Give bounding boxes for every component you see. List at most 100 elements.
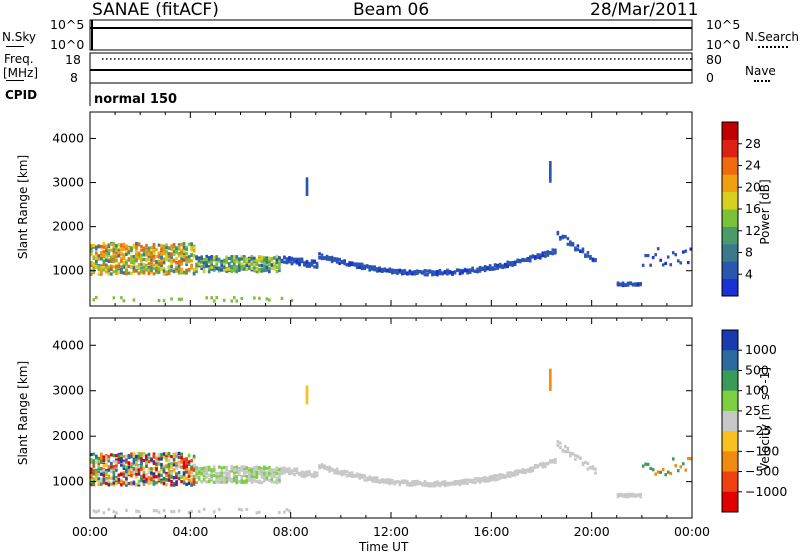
velocity-cell bbox=[473, 481, 477, 485]
power-cell bbox=[167, 258, 171, 263]
velocity-cell bbox=[147, 466, 151, 471]
velocity-cell bbox=[501, 473, 504, 477]
velocity-cell bbox=[142, 475, 146, 479]
velocity-cell bbox=[172, 459, 176, 464]
power-cell bbox=[473, 269, 477, 273]
power-cell bbox=[225, 259, 229, 263]
velocity-cell bbox=[569, 454, 572, 458]
velocity-cell bbox=[370, 476, 374, 480]
power-cell bbox=[207, 270, 211, 274]
velocity-cell bbox=[202, 471, 206, 476]
velocity-cell bbox=[263, 467, 266, 471]
power-cell bbox=[185, 260, 188, 264]
velocity-cell bbox=[270, 473, 274, 477]
power-cell bbox=[90, 261, 93, 265]
velocity-cell bbox=[631, 492, 635, 496]
velocity-cell bbox=[207, 467, 211, 471]
velocity-cell bbox=[142, 482, 146, 487]
velocity-cell bbox=[556, 443, 560, 448]
velocity-cell bbox=[190, 467, 193, 471]
power-cell bbox=[132, 266, 136, 270]
velocity-cell bbox=[263, 469, 266, 474]
velocity-cell bbox=[162, 455, 166, 459]
velocity-cell bbox=[95, 454, 98, 458]
velocity-cell bbox=[162, 509, 166, 513]
velocity-cell bbox=[373, 479, 377, 484]
velocity-cell bbox=[263, 475, 266, 479]
power-cell bbox=[197, 262, 201, 266]
velocity-cell bbox=[187, 467, 191, 471]
velocity-cell bbox=[365, 476, 369, 480]
velocity-cell bbox=[235, 465, 239, 469]
velocity-cell bbox=[145, 454, 148, 458]
velocity-cell bbox=[278, 467, 281, 471]
velocity-cell bbox=[406, 483, 409, 487]
power-cell bbox=[102, 241, 106, 246]
power-cell bbox=[273, 261, 276, 266]
power-cell bbox=[112, 253, 116, 257]
power-cell bbox=[95, 264, 98, 269]
velocity-cell bbox=[195, 468, 198, 472]
velocity-cell bbox=[195, 470, 198, 474]
power-cell bbox=[365, 264, 369, 268]
velocity-cell bbox=[195, 472, 198, 476]
velocity-cell bbox=[132, 461, 136, 465]
power-cell bbox=[140, 258, 143, 262]
velocity-cell bbox=[167, 458, 171, 463]
velocity-cell bbox=[112, 481, 116, 485]
velocity-cell bbox=[160, 473, 163, 477]
power-cell bbox=[569, 243, 572, 247]
velocity-cell bbox=[554, 460, 557, 464]
power-cell bbox=[117, 247, 121, 251]
velocity-cell bbox=[222, 471, 226, 475]
power-cell bbox=[305, 263, 309, 267]
velocity-cell bbox=[268, 468, 271, 473]
velocity-cell bbox=[127, 454, 131, 458]
velocity-cell bbox=[345, 470, 349, 474]
velocity-cell bbox=[250, 478, 254, 483]
velocity-cell bbox=[496, 477, 499, 481]
power-cell bbox=[115, 259, 118, 263]
nsky-legend-line bbox=[6, 46, 24, 47]
power-cell bbox=[145, 253, 148, 257]
power-cell bbox=[142, 271, 146, 275]
power-cell bbox=[95, 256, 98, 260]
power-cell bbox=[511, 263, 514, 267]
velocity-cell bbox=[275, 466, 279, 470]
velocity-cell bbox=[230, 465, 234, 469]
power-cell bbox=[142, 268, 146, 272]
velocity-cell bbox=[240, 480, 244, 485]
power-cell bbox=[157, 265, 161, 269]
power-cell bbox=[115, 255, 118, 259]
velocity-cell bbox=[100, 467, 103, 471]
velocity-cell bbox=[165, 456, 168, 461]
power-cell bbox=[172, 244, 176, 248]
power-cell bbox=[177, 251, 181, 256]
power-cell bbox=[481, 267, 484, 271]
power-cell bbox=[235, 257, 239, 261]
power-cell bbox=[152, 263, 156, 267]
power-cell bbox=[275, 261, 279, 265]
power-panel-ytick-label: 1000 bbox=[52, 263, 84, 278]
power-cell bbox=[150, 261, 153, 265]
velocity-cell bbox=[157, 473, 161, 477]
power-cell bbox=[488, 264, 492, 268]
velocity-cell bbox=[212, 510, 216, 514]
velocity-cell bbox=[205, 480, 208, 484]
power-cell bbox=[268, 266, 271, 271]
velocity-cell bbox=[160, 463, 163, 467]
velocity-cell bbox=[225, 465, 229, 469]
power-cell bbox=[95, 295, 98, 300]
velocity-cell bbox=[528, 466, 532, 471]
velocity-cell bbox=[102, 463, 106, 468]
velocity-panel-ytick-label: 3000 bbox=[52, 383, 84, 398]
power-cell bbox=[167, 265, 171, 269]
power-cell bbox=[130, 255, 133, 259]
velocity-cell bbox=[177, 455, 181, 459]
velocity-cell bbox=[137, 451, 141, 456]
power-cell bbox=[212, 268, 216, 272]
velocity-cell bbox=[202, 507, 206, 511]
velocity-colorbar-tick-label: 1000 bbox=[745, 342, 777, 357]
velocity-colorbar-segment bbox=[722, 370, 738, 392]
power-cell bbox=[167, 255, 171, 259]
